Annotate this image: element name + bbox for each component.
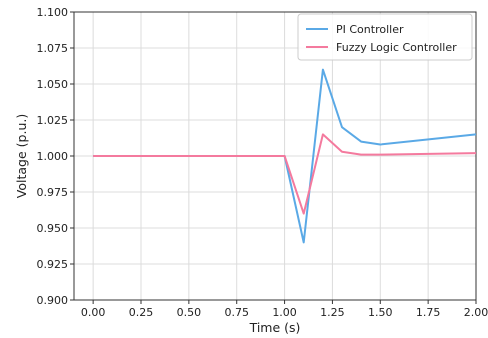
y-tick-label: 0.975 <box>37 186 69 199</box>
x-tick-label: 0.00 <box>81 306 106 319</box>
x-tick-label: 0.75 <box>224 306 249 319</box>
x-tick-label: 1.00 <box>272 306 297 319</box>
legend: PI Controller Fuzzy Logic Controller <box>297 13 473 61</box>
y-tick-label: 1.000 <box>37 150 69 163</box>
fuzzy-logic-controller-line <box>93 133 477 215</box>
y-tick-label: 1.050 <box>37 78 69 91</box>
x-tick-label: 2.00 <box>464 306 488 319</box>
y-tick-label: 1.075 <box>37 42 69 55</box>
y-tick-label: 1.025 <box>37 114 69 127</box>
y-tick-label: 1.100 <box>37 6 69 19</box>
x-axis-title: Time (s) <box>249 320 301 335</box>
y-axis-title: Voltage (p.u.) <box>14 114 29 198</box>
series-layer <box>93 68 477 244</box>
x-tick-label: 0.50 <box>177 306 202 319</box>
x-axis-ticks: 0.00 0.25 0.50 0.75 1.00 1.25 1.50 1.75 2.00 <box>81 300 488 319</box>
x-tick-label: 1.75 <box>416 306 441 319</box>
x-tick-label: 1.25 <box>320 306 345 319</box>
legend-box <box>297 13 473 61</box>
x-tick-label: 0.25 <box>129 306 154 319</box>
y-tick-label: 0.900 <box>37 294 69 307</box>
y-tick-label: 0.925 <box>37 258 69 271</box>
legend-label-fuzzy: Fuzzy Logic Controller <box>336 41 457 54</box>
y-tick-label: 0.950 <box>37 222 69 235</box>
x-tick-label: 1.50 <box>368 306 393 319</box>
pi-controller-line <box>93 68 477 244</box>
legend-label-pi: PI Controller <box>336 23 404 36</box>
y-axis-ticks: 0.900 0.925 0.950 0.975 1.000 1.025 1.050 1.075… <box>37 6 74 307</box>
